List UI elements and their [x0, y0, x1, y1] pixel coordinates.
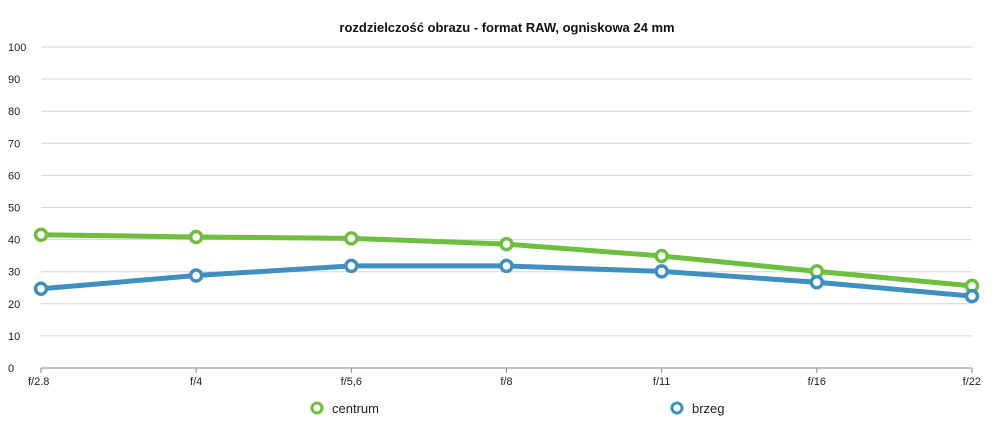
legend-item: brzeg [670, 401, 725, 416]
data-point [809, 275, 825, 290]
y-tick-label: 10 [8, 331, 20, 343]
x-tick-label: f/16 [808, 376, 826, 388]
y-tick-label: 20 [8, 299, 20, 311]
y-tick-label: 100 [8, 42, 26, 54]
series-lines [33, 227, 980, 304]
y-tick-label: 60 [8, 170, 20, 182]
legend-item: centrum [310, 401, 379, 416]
series-brzeg [33, 258, 980, 304]
data-point [33, 281, 49, 296]
x-tick-label: f/2.8 [28, 376, 49, 388]
legend-marker [670, 401, 684, 415]
data-point [344, 258, 359, 274]
data-point [499, 236, 514, 252]
data-point [499, 258, 514, 274]
x-tick-label: f/11 [653, 376, 671, 388]
legend-label: brzeg [692, 401, 725, 416]
data-point [964, 288, 980, 304]
data-point [33, 227, 49, 243]
x-tick-label: f/22 [963, 376, 981, 388]
legend: centrum brzeg [310, 401, 725, 416]
data-point [344, 231, 359, 246]
y-tick-label: 90 [8, 74, 20, 86]
y-tick-label: 30 [8, 267, 20, 279]
grid-lines [41, 46, 972, 369]
chart-title: rozdzielczość obrazu - format RAW, ognis… [339, 20, 674, 35]
y-tick-label: 40 [8, 235, 20, 247]
y-tick-label: 50 [8, 203, 20, 215]
x-axis-ticks: f/2.8 f/4 f/5,6 f/8 f/11 f/16 f/22 [28, 368, 981, 388]
x-tick-label: f/8 [500, 376, 512, 388]
data-point [654, 248, 669, 264]
data-point [188, 268, 204, 283]
y-tick-label: 70 [8, 138, 20, 150]
x-tick-label: f/4 [190, 376, 202, 388]
data-point [188, 229, 204, 245]
y-tick-label: 0 [8, 363, 14, 375]
y-tick-label: 80 [8, 106, 20, 118]
x-tick-label: f/5,6 [341, 376, 362, 388]
legend-marker [310, 401, 324, 415]
series-centrum [33, 227, 980, 294]
data-point [654, 264, 669, 279]
y-axis-ticks: 0 10 20 30 40 50 60 70 80 90 100 [8, 42, 26, 375]
legend-label: centrum [332, 401, 379, 416]
